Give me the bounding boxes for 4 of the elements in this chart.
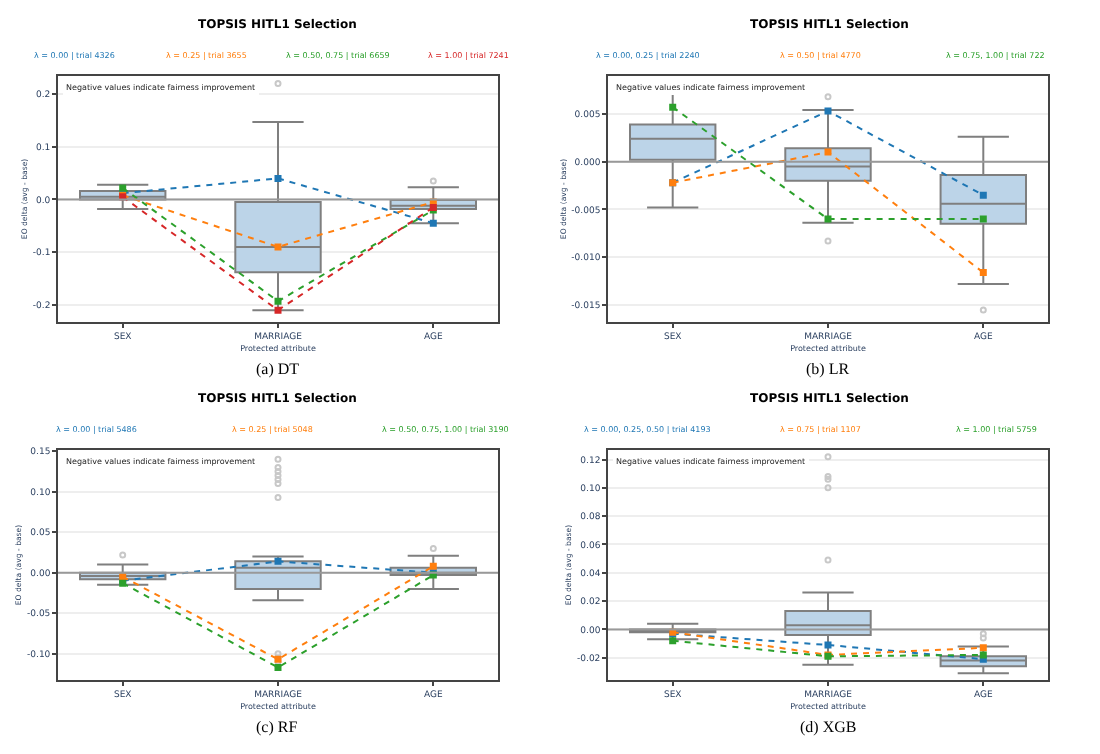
text: (d) XGB: [800, 718, 857, 736]
text: (b) LR: [806, 360, 851, 378]
text: (a) DT: [256, 360, 300, 378]
text: (c) RF: [256, 718, 299, 736]
